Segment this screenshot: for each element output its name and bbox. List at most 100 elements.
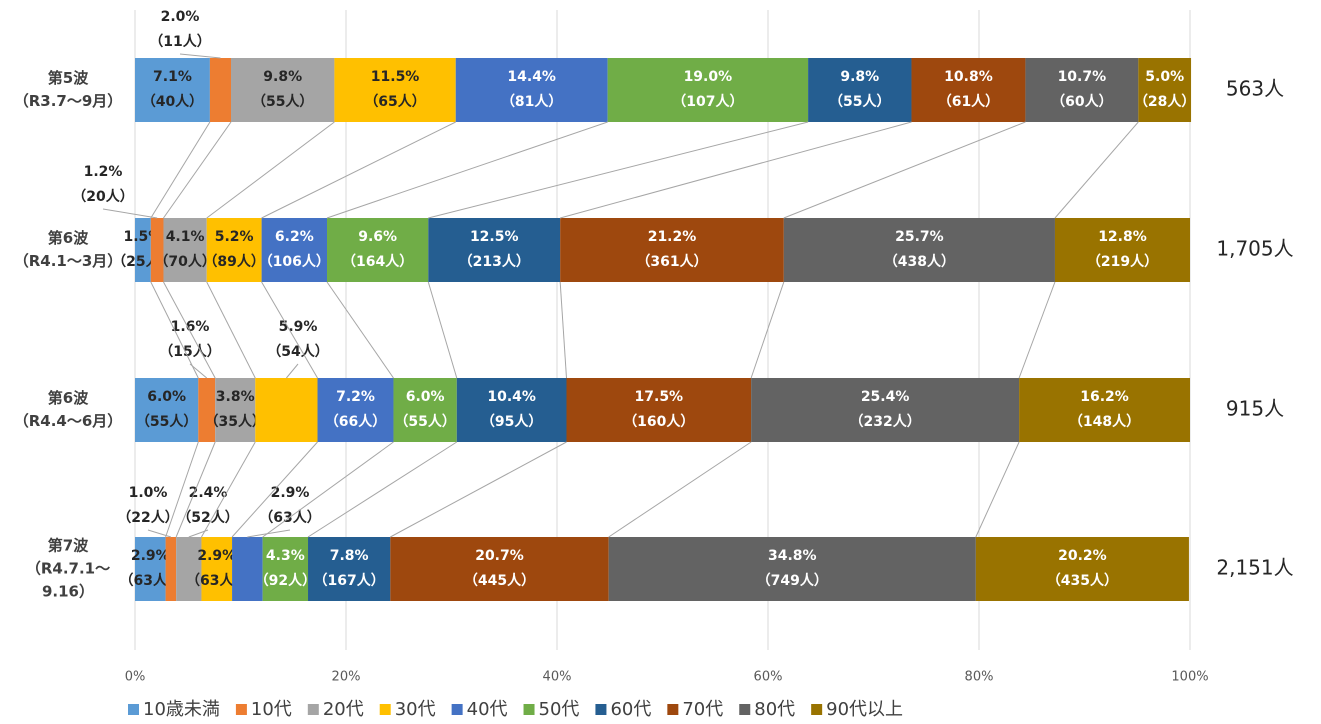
data-label: 6.0% [147, 389, 186, 405]
legend-swatch [379, 704, 391, 715]
data-label: 6.0% [406, 389, 445, 405]
data-label: 6.2% [275, 229, 314, 245]
connector-line [427, 281, 458, 379]
x-tick-label: 100% [1171, 670, 1208, 685]
bar-segment [428, 218, 561, 282]
data-label: 12.8% [1098, 229, 1147, 245]
legend-label: 80代 [754, 699, 795, 720]
bar-segment [232, 537, 263, 601]
category-label: 第6波 [48, 389, 89, 407]
leader-line [147, 529, 172, 538]
bar-segment [135, 537, 166, 601]
connector-line [428, 121, 809, 219]
bar-segment [209, 58, 232, 122]
connector-line [163, 121, 232, 219]
data-label: （55人） [136, 413, 197, 430]
leader-line [102, 208, 158, 219]
data-label: （61人） [938, 93, 999, 110]
legend-swatch [595, 704, 607, 715]
legend-swatch [235, 704, 247, 715]
connector-line [750, 281, 785, 379]
legend-label: 10代 [251, 699, 292, 720]
bar-segment [607, 58, 809, 122]
bar-segment [456, 378, 567, 442]
bar-segment [201, 537, 233, 601]
bar-segment [308, 537, 391, 601]
data-label: 25.7% [895, 229, 944, 245]
data-label: 10.7% [1058, 69, 1107, 85]
bar-segment [1025, 58, 1139, 122]
data-label: 20.7% [475, 548, 524, 564]
data-label: 2.9% [271, 485, 310, 501]
data-label: 7.8% [330, 548, 369, 564]
bar-segment [255, 378, 318, 442]
data-label: （55人） [252, 93, 313, 110]
data-label: （66人） [325, 413, 386, 430]
bar-segment [198, 378, 216, 442]
bar-segment [560, 218, 784, 282]
data-label: 4.1% [166, 229, 205, 245]
data-label: 2.0% [161, 9, 200, 25]
bar-segment [608, 537, 976, 601]
connector-line [201, 441, 256, 538]
bar-segment [165, 537, 177, 601]
connector-line [560, 121, 912, 219]
data-label: （95人） [481, 413, 542, 430]
data-label: 10.4% [487, 389, 536, 405]
legend-swatch [811, 704, 823, 715]
data-label: （22人） [117, 509, 178, 526]
connector-line [783, 121, 1026, 219]
data-label: （445人） [464, 572, 535, 589]
bar-segment [206, 218, 262, 282]
data-label: 2.9% [197, 548, 236, 564]
data-label: （148人） [1069, 413, 1140, 430]
bar-segment [783, 218, 1055, 282]
connector-line [1054, 121, 1139, 219]
x-tick-label: 60% [754, 670, 783, 685]
bar-segment [390, 537, 609, 601]
bar-segment [135, 378, 199, 442]
data-label: （232人） [849, 413, 920, 430]
data-label: （55人） [829, 93, 890, 110]
data-label: （52人） [177, 509, 238, 526]
data-label: 25.4% [861, 389, 910, 405]
bar-segment [261, 218, 328, 282]
data-label: 17.5% [635, 389, 684, 405]
bar-segment [215, 378, 256, 442]
data-label: （749人） [757, 572, 828, 589]
data-label: 5.2% [215, 229, 254, 245]
data-label: （435人） [1047, 572, 1118, 589]
data-label: （213人） [459, 253, 530, 270]
data-label: 5.9% [279, 319, 318, 335]
data-label: 11.5% [371, 69, 420, 85]
bar-segment [135, 58, 210, 122]
connector-line [165, 441, 199, 538]
category-label: （R4.7.1～ [26, 560, 110, 578]
data-label: （70人） [154, 253, 215, 270]
data-label: （40人） [142, 93, 203, 110]
category-label: （R3.7～9月） [14, 92, 123, 110]
data-label: （15人） [159, 343, 220, 360]
data-label: 34.8% [768, 548, 817, 564]
connector-line [326, 121, 608, 219]
connector-line [326, 281, 394, 379]
bar-segment [566, 378, 752, 442]
data-label: （65人） [364, 93, 425, 110]
data-label: 14.4% [507, 69, 556, 85]
leader-line [286, 363, 299, 379]
x-tick-label: 0% [125, 670, 146, 685]
connector-line [206, 121, 335, 219]
data-label: 1.0% [129, 485, 168, 501]
category-label: 第7波 [48, 537, 89, 555]
connector-line [163, 281, 216, 379]
data-label: （219人） [1087, 253, 1158, 270]
bar-segment [135, 218, 151, 282]
data-label: （11人） [149, 33, 210, 50]
data-label: 20.2% [1058, 548, 1107, 564]
connector-line [559, 281, 567, 379]
x-tick-label: 20% [332, 670, 361, 685]
legend-label: 30代 [395, 699, 436, 720]
bar-segment [751, 378, 1020, 442]
data-label: （107人） [672, 93, 743, 110]
